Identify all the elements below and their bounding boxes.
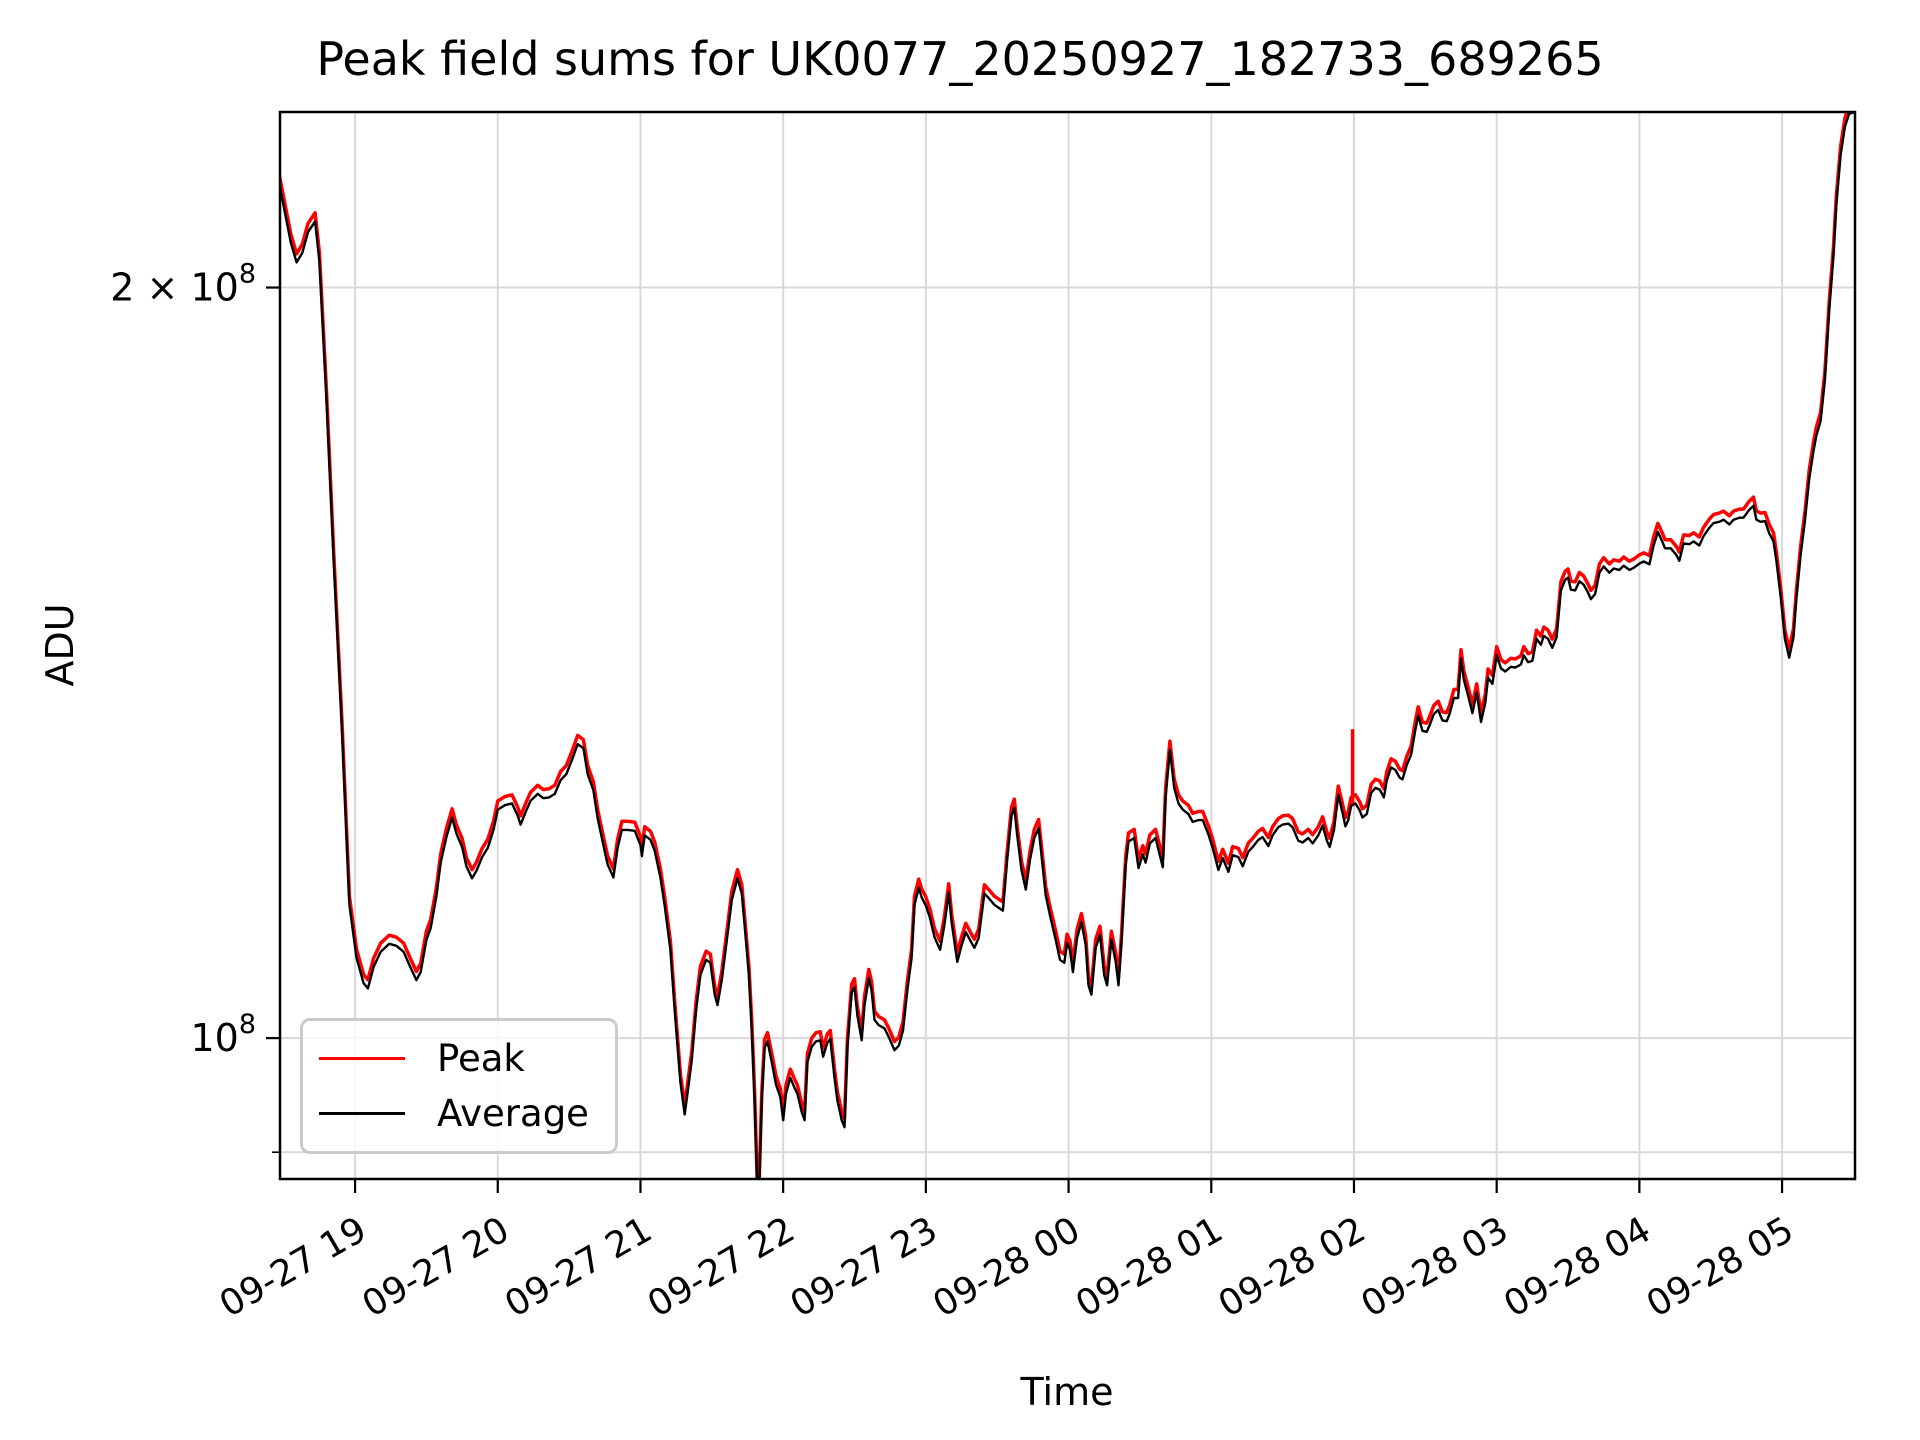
- legend: Peak Average: [300, 1018, 618, 1154]
- legend-label-peak: Peak: [437, 1036, 525, 1080]
- chart-title: Peak field sums for UK0077_20250927_1827…: [316, 32, 1604, 86]
- legend-label-average: Average: [437, 1092, 589, 1136]
- legend-item-peak: Peak: [303, 1040, 615, 1077]
- x-tick-label: 09-28 03: [1355, 1209, 1516, 1325]
- series-group: [280, 112, 1855, 1179]
- x-tick-label: 09-28 02: [1212, 1209, 1373, 1325]
- x-tick-label: 09-28 01: [1069, 1209, 1230, 1325]
- y-axis-label: ADU: [38, 603, 82, 687]
- x-tick-label: 09-27 20: [356, 1209, 517, 1325]
- x-axis-label: Time: [1020, 1370, 1114, 1414]
- x-tick-label: 09-28 05: [1640, 1209, 1801, 1325]
- y-tick-label: 108: [190, 1009, 256, 1060]
- peak-line-swatch: [319, 1056, 405, 1060]
- x-tick-label: 09-28 00: [926, 1209, 1087, 1325]
- x-tick-label: 09-27 23: [784, 1209, 945, 1325]
- x-tick-label: 09-28 04: [1497, 1209, 1658, 1325]
- average-line: [280, 112, 1855, 1179]
- x-tick-label: 09-27 22: [641, 1209, 802, 1325]
- peak-line: [280, 112, 1849, 1179]
- x-tick-label: 09-27 19: [213, 1209, 374, 1325]
- average-line-swatch: [319, 1112, 405, 1116]
- legend-item-average: Average: [303, 1095, 615, 1132]
- x-tick-label: 09-27 21: [498, 1209, 659, 1325]
- y-tick-label: 2 × 108: [110, 259, 256, 310]
